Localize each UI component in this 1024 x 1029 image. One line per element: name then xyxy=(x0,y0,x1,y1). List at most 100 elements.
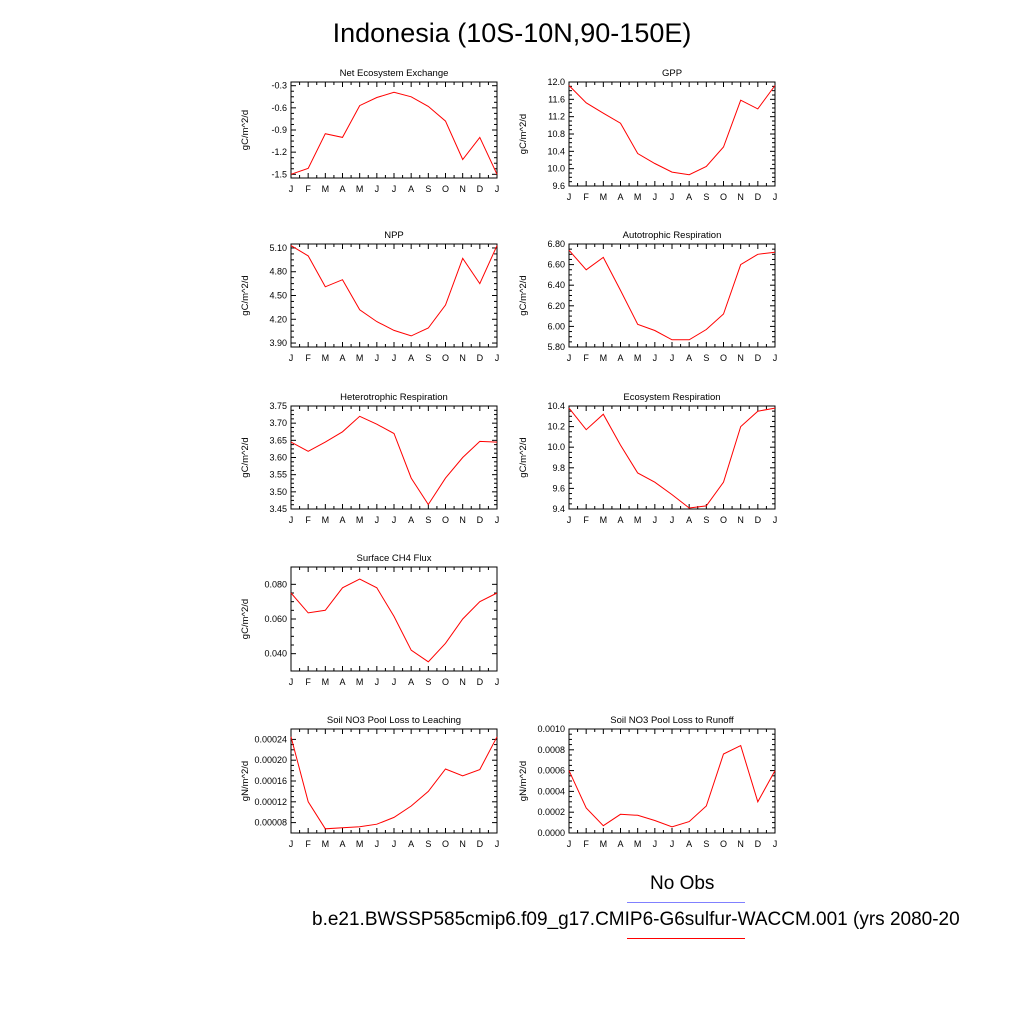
x-tick-label: J xyxy=(653,515,658,525)
panel-title: Ecosystem Respiration xyxy=(623,392,720,403)
y-tick-label: -1.5 xyxy=(271,169,287,179)
x-tick-label: N xyxy=(459,515,466,525)
x-tick-label: M xyxy=(600,353,608,363)
x-tick-label: M xyxy=(322,515,330,525)
x-tick-label: J xyxy=(289,515,294,525)
y-tick-label: 9.8 xyxy=(552,463,565,473)
y-tick-label: 3.65 xyxy=(269,435,287,445)
x-tick-label: N xyxy=(459,677,466,687)
x-tick-label: A xyxy=(339,184,345,194)
y-axis-label: gN/m^2/d xyxy=(518,761,529,801)
y-tick-label: 11.2 xyxy=(548,112,565,122)
plot-frame xyxy=(568,81,776,187)
y-tick-label: 0.080 xyxy=(264,579,287,589)
panel-title: Surface CH4 Flux xyxy=(357,553,432,564)
series-line xyxy=(290,736,498,830)
x-tick-label: A xyxy=(408,677,414,687)
y-tick-label: 3.75 xyxy=(269,401,287,411)
x-tick-label: O xyxy=(442,839,449,849)
x-tick-label: F xyxy=(583,515,589,525)
plot-frame xyxy=(290,243,498,348)
x-tick-label: A xyxy=(339,677,345,687)
y-tick-label: -1.2 xyxy=(271,147,287,157)
y-tick-label: 0.040 xyxy=(264,649,287,659)
x-tick-label: A xyxy=(408,353,414,363)
x-tick-label: J xyxy=(567,353,572,363)
x-tick-label: D xyxy=(755,353,762,363)
x-tick-label: J xyxy=(495,353,500,363)
y-tick-label: 3.50 xyxy=(269,487,287,497)
x-tick-label: J xyxy=(392,515,397,525)
x-tick-label: M xyxy=(322,839,330,849)
y-tick-label: 3.55 xyxy=(269,470,287,480)
panel-title: Autotrophic Respiration xyxy=(623,230,722,241)
x-tick-label: F xyxy=(583,353,589,363)
y-tick-label: 10.4 xyxy=(547,146,565,156)
x-tick-label: J xyxy=(289,839,294,849)
x-tick-label: A xyxy=(686,353,692,363)
series-line xyxy=(568,249,776,341)
y-tick-label: 6.40 xyxy=(547,280,565,290)
x-tick-label: J xyxy=(495,677,500,687)
x-tick-label: F xyxy=(305,677,311,687)
x-tick-label: J xyxy=(670,192,675,202)
x-tick-label: N xyxy=(459,184,466,194)
x-tick-label: S xyxy=(703,192,709,202)
x-tick-label: F xyxy=(305,515,311,525)
y-tick-label: 3.90 xyxy=(269,338,287,348)
y-tick-label: 10.0 xyxy=(547,164,565,174)
x-tick-label: M xyxy=(356,353,364,363)
x-tick-label: J xyxy=(392,184,397,194)
x-tick-label: J xyxy=(495,839,500,849)
y-tick-label: 0.0008 xyxy=(537,745,565,755)
x-tick-label: J xyxy=(773,515,778,525)
x-tick-label: J xyxy=(567,839,572,849)
x-tick-label: N xyxy=(737,192,744,202)
y-tick-label: 0.060 xyxy=(264,614,287,624)
x-tick-label: A xyxy=(339,839,345,849)
x-tick-label: J xyxy=(375,353,380,363)
y-tick-label: 10.4 xyxy=(547,401,565,411)
plot-frame xyxy=(290,405,498,510)
y-tick-label: 0.0002 xyxy=(537,807,565,817)
x-tick-label: M xyxy=(356,184,364,194)
x-tick-label: F xyxy=(583,192,589,202)
x-tick-label: M xyxy=(634,353,642,363)
series-line xyxy=(290,415,498,506)
x-tick-label: S xyxy=(703,515,709,525)
x-tick-label: O xyxy=(720,353,727,363)
y-tick-label: 10.2 xyxy=(547,422,565,432)
x-tick-label: A xyxy=(617,353,623,363)
x-tick-label: A xyxy=(339,353,345,363)
x-tick-label: A xyxy=(339,515,345,525)
y-tick-label: 3.60 xyxy=(269,453,287,463)
y-axis-label: gC/m^2/d xyxy=(240,275,251,315)
series-line xyxy=(568,85,776,176)
x-tick-label: J xyxy=(653,353,658,363)
x-tick-label: J xyxy=(392,677,397,687)
x-tick-label: S xyxy=(425,515,431,525)
x-tick-label: M xyxy=(356,839,364,849)
y-tick-label: 10.8 xyxy=(547,129,565,139)
series-line xyxy=(568,744,776,828)
x-tick-label: D xyxy=(755,839,762,849)
x-tick-label: J xyxy=(495,184,500,194)
x-tick-label: F xyxy=(305,839,311,849)
x-tick-label: J xyxy=(567,515,572,525)
chart-panel: J F M A M J J A S O N D J5.806.006.206.406.606.80Aut… xyxy=(518,230,777,363)
x-tick-label: J xyxy=(773,353,778,363)
y-tick-label: 6.60 xyxy=(547,260,565,270)
series-line xyxy=(290,245,498,337)
x-tick-label: A xyxy=(408,184,414,194)
x-tick-label: J xyxy=(392,353,397,363)
x-tick-label: M xyxy=(600,839,608,849)
x-tick-label: N xyxy=(737,515,744,525)
x-tick-label: J xyxy=(392,839,397,849)
y-tick-label: 6.00 xyxy=(547,321,565,331)
x-tick-label: J xyxy=(773,839,778,849)
y-tick-label: 0.00024 xyxy=(254,734,287,744)
x-tick-label: J xyxy=(495,515,500,525)
x-tick-label: A xyxy=(408,515,414,525)
